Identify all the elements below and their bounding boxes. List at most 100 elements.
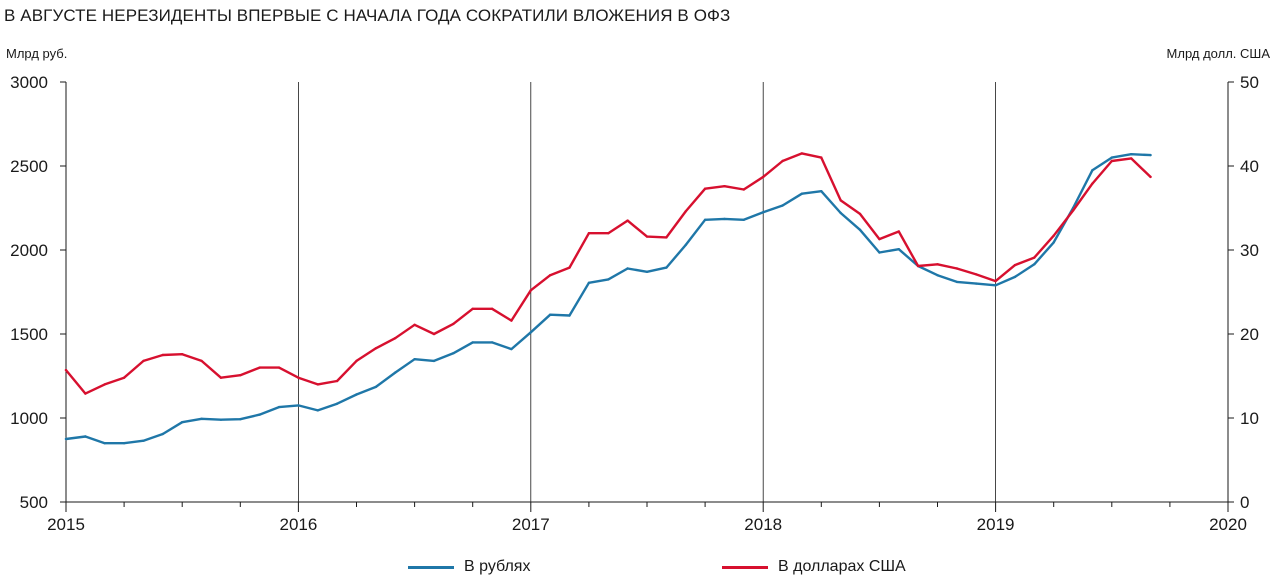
data-point-rub	[878, 251, 881, 254]
data-point-rub	[858, 228, 862, 231]
data-point-rub	[839, 211, 842, 215]
data-point-rub	[374, 385, 378, 389]
data-point-rub	[626, 267, 629, 270]
data-point-usd	[297, 376, 300, 379]
data-point-usd	[374, 347, 378, 350]
x-tick-label-2017: 2017	[512, 515, 550, 534]
y-tick-label-1000: 1000	[10, 409, 48, 428]
data-point-usd	[878, 237, 881, 241]
data-point-rub	[413, 358, 416, 361]
y2-tick-label-50: 50	[1240, 73, 1259, 92]
data-point-rub	[258, 413, 261, 416]
data-point-usd	[1110, 159, 1114, 163]
data-point-usd	[258, 366, 261, 369]
data-point-usd	[529, 289, 532, 292]
data-point-rub	[549, 313, 552, 316]
data-point-rub	[1091, 169, 1094, 172]
data-point-rub	[1130, 153, 1133, 156]
series-line-usd	[64, 152, 1152, 395]
data-point-usd	[490, 307, 494, 310]
data-point-rub	[587, 281, 591, 284]
x-tick-label-2015: 2015	[47, 515, 85, 534]
data-point-rub	[219, 418, 223, 421]
data-point-rub	[800, 192, 804, 195]
y2-tick-label-10: 10	[1240, 409, 1259, 428]
data-point-usd	[1130, 157, 1133, 160]
data-point-usd	[975, 273, 978, 276]
data-point-rub	[897, 248, 900, 251]
legend-label-rub: В рублях	[464, 558, 531, 575]
data-point-rub	[1110, 156, 1114, 159]
data-point-rub	[607, 278, 610, 281]
data-point-rub	[64, 437, 68, 441]
data-point-usd	[355, 359, 358, 363]
data-point-usd	[645, 235, 649, 238]
data-point-usd	[452, 322, 455, 326]
data-point-rub	[665, 266, 668, 269]
data-point-rub	[645, 270, 649, 273]
data-point-usd	[858, 212, 862, 216]
data-point-rub	[142, 439, 145, 442]
data-point-rub	[1149, 153, 1152, 157]
data-point-rub	[471, 341, 474, 344]
data-point-rub	[316, 409, 319, 412]
data-point-usd	[684, 210, 687, 213]
x-tick-label-2020: 2020	[1209, 515, 1247, 534]
y-tick-label-500: 500	[20, 493, 48, 512]
data-point-usd	[1149, 175, 1152, 179]
data-point-usd	[335, 379, 339, 383]
data-point-usd	[626, 219, 629, 222]
data-point-rub	[200, 417, 203, 420]
data-point-usd	[607, 232, 610, 235]
data-point-usd	[510, 319, 513, 322]
data-point-rub	[394, 371, 397, 374]
legend-label-usd: В долларах США	[778, 558, 906, 575]
y-tick-label-2000: 2000	[10, 241, 48, 260]
data-point-usd	[723, 185, 726, 188]
data-point-rub	[510, 347, 513, 351]
data-point-rub	[490, 341, 494, 344]
legend-item-usd: В долларах США	[722, 558, 906, 576]
y-tick-label-1500: 1500	[10, 325, 48, 344]
data-point-rub	[781, 204, 784, 207]
legend-swatch-usd	[722, 565, 768, 569]
x-tick-label-2018: 2018	[744, 515, 782, 534]
data-point-usd	[122, 376, 126, 379]
data-point-rub	[568, 314, 571, 317]
data-point-rub	[703, 218, 707, 221]
data-point-usd	[471, 307, 474, 310]
data-point-usd	[800, 152, 804, 155]
data-point-usd	[432, 332, 436, 336]
data-point-rub	[122, 442, 126, 445]
x-tick-label-2016: 2016	[279, 515, 317, 534]
data-point-rub	[955, 280, 959, 284]
data-point-usd	[549, 274, 552, 277]
data-point-usd	[703, 187, 707, 190]
data-point-rub	[723, 217, 726, 221]
data-point-usd	[316, 383, 319, 386]
data-point-usd	[762, 175, 765, 179]
data-point-usd	[897, 230, 900, 233]
data-point-usd	[394, 337, 397, 340]
data-point-rub	[820, 190, 823, 193]
data-point-rub	[936, 274, 939, 277]
data-point-usd	[936, 263, 939, 266]
data-point-usd	[916, 264, 920, 268]
legend-item-rub: В рублях	[408, 558, 530, 576]
legend: В рублях В долларах США	[0, 558, 1280, 582]
y2-tick-label-30: 30	[1240, 241, 1259, 260]
data-point-usd	[277, 366, 281, 369]
data-point-usd	[781, 159, 784, 163]
data-point-rub	[432, 359, 436, 363]
data-point-usd	[64, 368, 68, 372]
data-point-usd	[1052, 234, 1055, 237]
data-point-rub	[1013, 275, 1017, 279]
data-point-rub	[355, 393, 358, 396]
data-point-rub	[161, 432, 164, 436]
data-point-usd	[103, 383, 106, 386]
data-point-rub	[1052, 241, 1055, 244]
left-axis-unit: Млрд руб.	[6, 46, 68, 61]
data-point-usd	[1071, 209, 1075, 212]
data-point-rub	[684, 243, 687, 247]
chart-title: В АВГУСТЕ НЕРЕЗИДЕНТЫ ВПЕРВЫЕ С НАЧАЛА Г…	[4, 6, 731, 25]
